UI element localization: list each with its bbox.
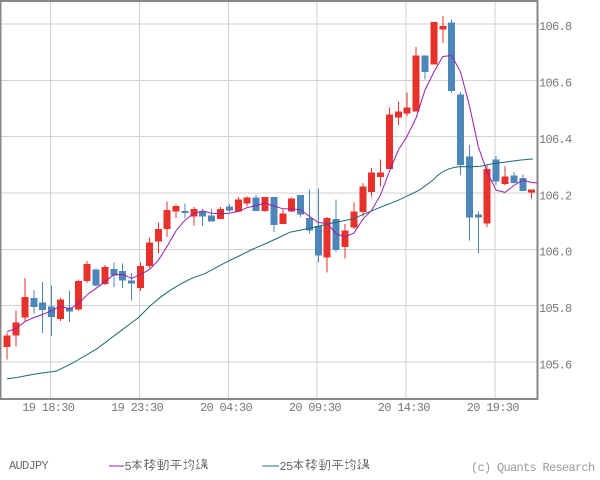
svg-text:5: 5 bbox=[125, 460, 132, 474]
svg-text:105.8: 105.8 bbox=[539, 302, 572, 316]
svg-text:(c) Quants Research: (c) Quants Research bbox=[471, 461, 595, 475]
svg-text:20 14:30: 20 14:30 bbox=[378, 401, 431, 415]
svg-text:20 09:30: 20 09:30 bbox=[289, 401, 342, 415]
svg-text:AUDJPY: AUDJPY bbox=[9, 459, 49, 473]
svg-text:20 19:30: 20 19:30 bbox=[467, 401, 520, 415]
svg-text:106.0: 106.0 bbox=[539, 246, 572, 260]
svg-text:106.4: 106.4 bbox=[539, 133, 572, 147]
svg-text:19 18:30: 19 18:30 bbox=[22, 401, 75, 415]
svg-text:20 04:30: 20 04:30 bbox=[200, 401, 253, 415]
svg-text:106.6: 106.6 bbox=[539, 77, 572, 91]
svg-text:105.6: 105.6 bbox=[539, 358, 572, 372]
svg-text:106.2: 106.2 bbox=[539, 189, 572, 203]
svg-text:19 23:30: 19 23:30 bbox=[111, 401, 164, 415]
svg-text:106.8: 106.8 bbox=[539, 20, 572, 34]
svg-text:25: 25 bbox=[280, 460, 294, 474]
